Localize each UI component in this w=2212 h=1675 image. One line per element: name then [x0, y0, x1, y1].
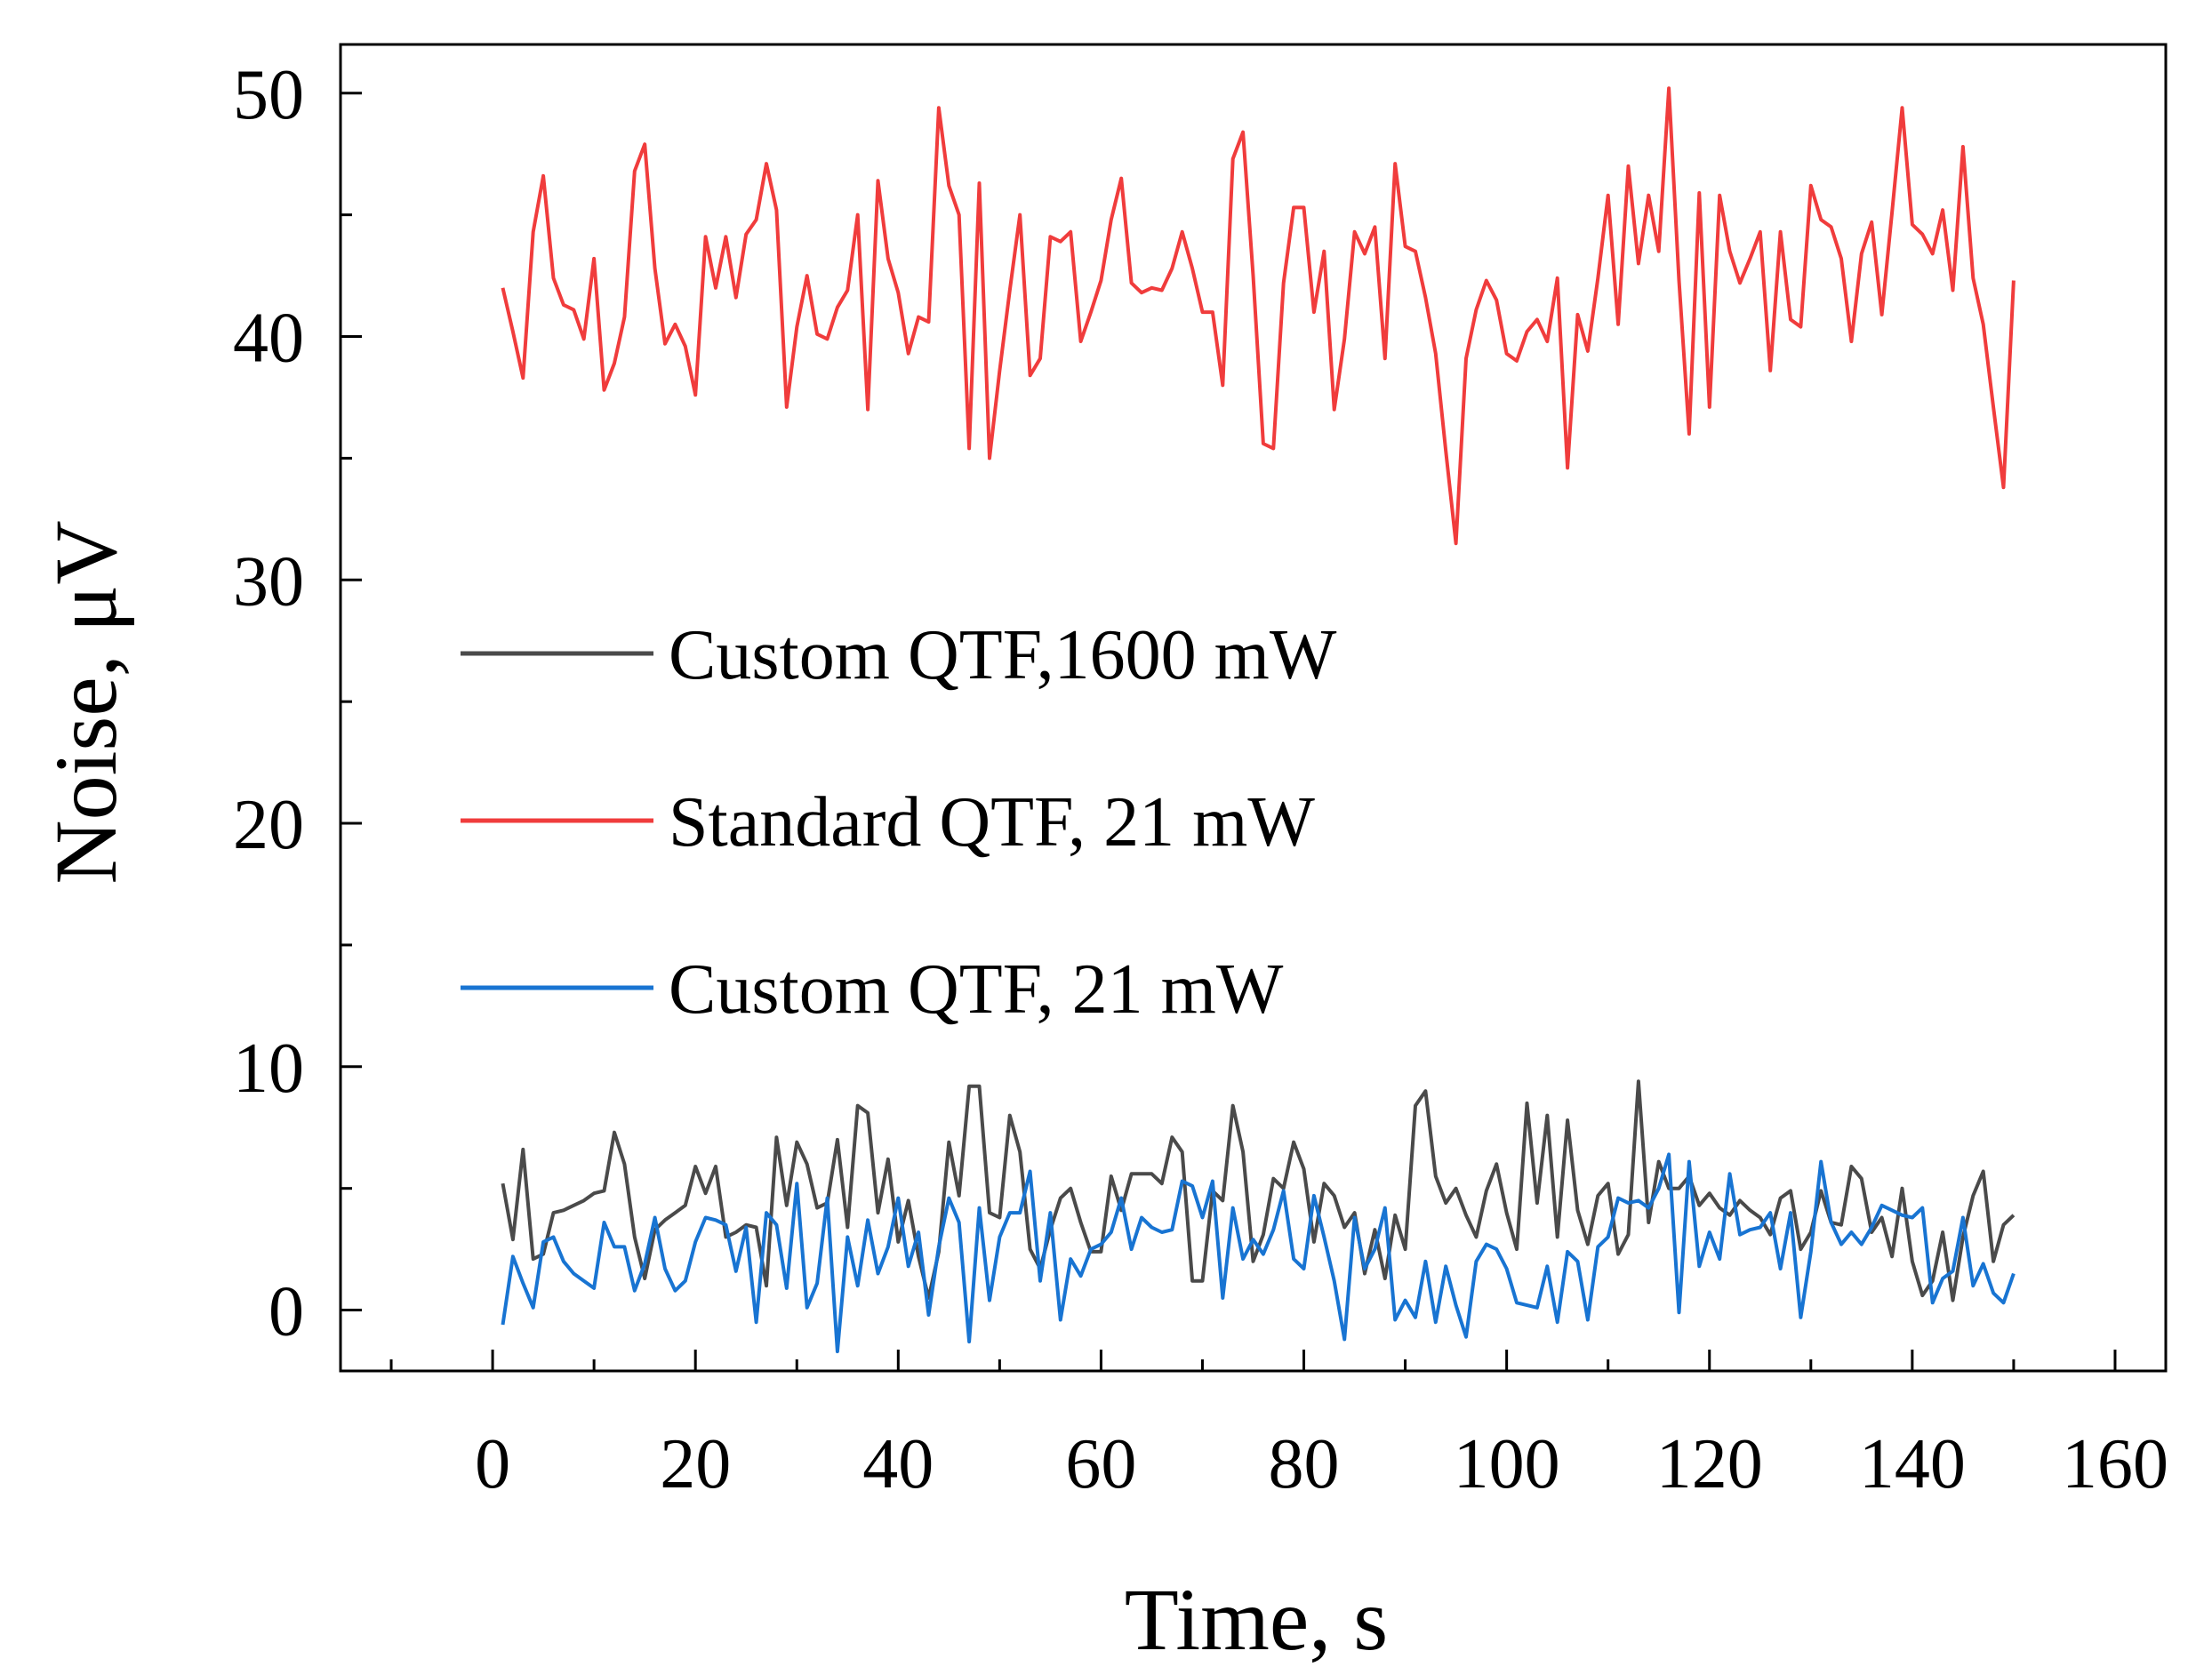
y-tick-label: 30 [233, 542, 304, 621]
y-tick-label: 10 [233, 1030, 304, 1108]
x-tick-label: 100 [1454, 1425, 1560, 1503]
x-axis-ticks: 0 20 40 60 80 100 120 140 160 [389, 1350, 2168, 1503]
y-axis-ticks: 0 10 20 30 40 50 [233, 56, 362, 1351]
legend-label-custom-qtf-21mw: Custom QTF, 21 mW [669, 950, 1284, 1029]
x-tick-label: 120 [1656, 1425, 1763, 1503]
x-tick-label: 20 [660, 1425, 731, 1503]
x-tick-label: 60 [1065, 1425, 1136, 1503]
series-line-standard-qtf-21-mw [501, 86, 2016, 546]
legend-label-standard-qtf-21mw: Standard QTF, 21 mW [669, 783, 1315, 862]
plot-area-frame [339, 43, 2168, 1373]
x-tick-label: 0 [475, 1425, 510, 1503]
x-tick-label: 140 [1859, 1425, 1966, 1503]
x-tick-label: 80 [1269, 1425, 1340, 1503]
y-tick-label: 50 [233, 56, 304, 134]
series-line-custom-qtf-21-mw [501, 1152, 2016, 1354]
y-tick-label: 0 [268, 1273, 304, 1351]
legend-label-custom-qtf-1600mw: Custom QTF,1600 mW [669, 616, 1337, 694]
x-tick-label: 40 [862, 1425, 934, 1503]
series-layer [501, 86, 2016, 1354]
x-tick-label: 160 [2062, 1425, 2168, 1503]
legend: Custom QTF,1600 mW Standard QTF, 21 mW C… [461, 616, 1337, 1029]
y-tick-label: 20 [233, 786, 304, 864]
y-tick-label: 40 [233, 300, 304, 378]
x-axis-title: Time, s [1125, 1570, 1388, 1669]
y-axis-title: Noise, μV [36, 520, 135, 884]
